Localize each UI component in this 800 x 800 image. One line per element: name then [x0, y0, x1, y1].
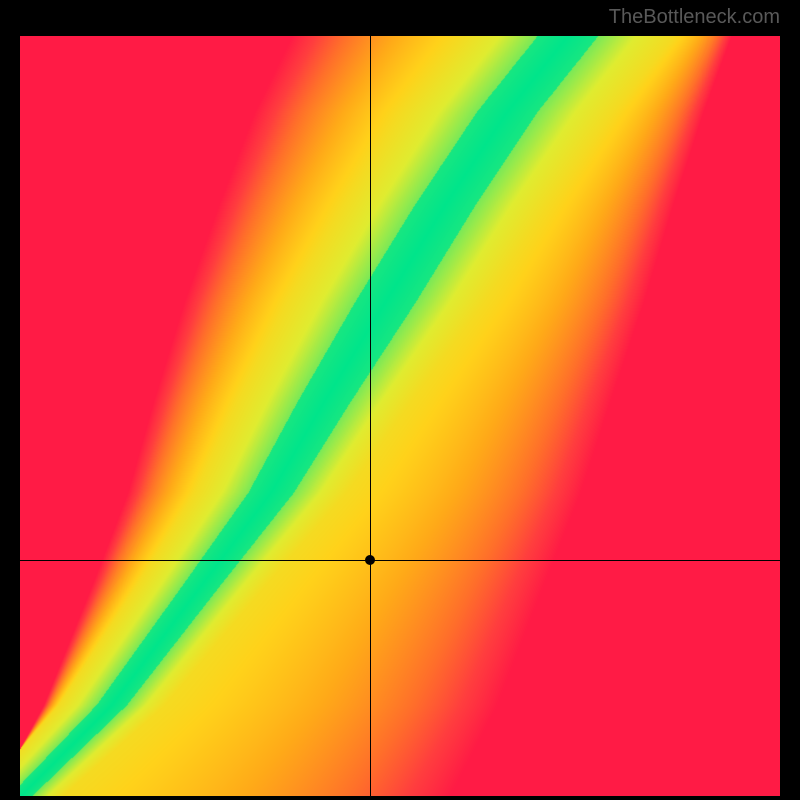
crosshair-horizontal [20, 560, 780, 561]
crosshair-marker [365, 555, 375, 565]
crosshair-vertical [370, 36, 371, 796]
bottleneck-heatmap [20, 36, 780, 796]
heatmap-canvas [20, 36, 780, 796]
watermark-text: TheBottleneck.com [609, 6, 780, 29]
